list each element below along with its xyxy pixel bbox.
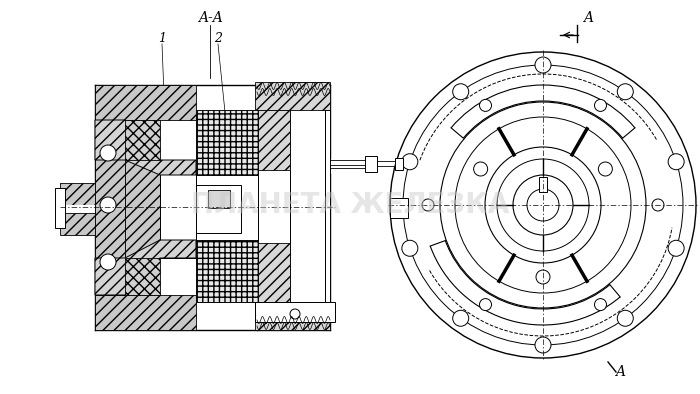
- Bar: [95, 295, 196, 330]
- Bar: [258, 243, 290, 302]
- Bar: [95, 120, 125, 295]
- Text: A: A: [615, 365, 625, 379]
- Bar: [125, 120, 160, 160]
- Circle shape: [535, 57, 551, 73]
- Text: A-A: A-A: [197, 11, 223, 25]
- Circle shape: [480, 299, 491, 310]
- Bar: [196, 175, 258, 240]
- Circle shape: [453, 310, 469, 326]
- Bar: [255, 82, 330, 110]
- Bar: [196, 185, 241, 233]
- Bar: [125, 160, 160, 258]
- Circle shape: [402, 154, 418, 170]
- Text: 2: 2: [214, 32, 222, 45]
- Bar: [196, 240, 258, 302]
- Circle shape: [390, 52, 696, 358]
- Circle shape: [594, 99, 606, 112]
- Bar: [60, 213, 95, 235]
- Text: A: A: [583, 11, 593, 25]
- Bar: [255, 302, 330, 330]
- Polygon shape: [95, 240, 196, 295]
- Bar: [325, 110, 330, 302]
- Circle shape: [536, 270, 550, 284]
- Circle shape: [668, 154, 684, 170]
- Circle shape: [617, 310, 634, 326]
- Circle shape: [485, 147, 601, 263]
- Circle shape: [290, 309, 300, 319]
- Bar: [160, 160, 196, 258]
- Bar: [196, 110, 258, 175]
- Circle shape: [100, 197, 116, 213]
- Circle shape: [594, 299, 606, 310]
- Circle shape: [403, 65, 683, 345]
- Circle shape: [422, 199, 434, 211]
- Circle shape: [513, 175, 573, 235]
- Bar: [125, 258, 160, 295]
- Circle shape: [497, 159, 589, 251]
- Circle shape: [474, 162, 488, 176]
- Bar: [55, 75, 370, 350]
- Bar: [55, 188, 65, 228]
- Circle shape: [652, 199, 664, 211]
- Bar: [196, 175, 258, 240]
- Bar: [290, 82, 325, 330]
- Circle shape: [668, 240, 684, 256]
- Circle shape: [100, 145, 116, 161]
- Bar: [390, 198, 408, 218]
- Bar: [365, 156, 377, 172]
- Bar: [258, 110, 290, 170]
- Circle shape: [440, 102, 646, 308]
- Bar: [539, 177, 547, 192]
- Polygon shape: [95, 120, 196, 175]
- Bar: [208, 190, 230, 208]
- Circle shape: [480, 99, 491, 112]
- Circle shape: [598, 162, 612, 176]
- Circle shape: [453, 84, 469, 100]
- Bar: [60, 183, 95, 205]
- Bar: [60, 205, 95, 213]
- Circle shape: [455, 117, 631, 293]
- Bar: [255, 302, 335, 322]
- Text: ПЛАНЕТА ЖЕЛЕЗКА: ПЛАНЕТА ЖЕЛЕЗКА: [191, 191, 509, 219]
- Bar: [95, 85, 196, 120]
- Bar: [395, 158, 403, 170]
- Circle shape: [617, 84, 634, 100]
- Circle shape: [402, 240, 418, 256]
- Circle shape: [535, 337, 551, 353]
- Text: 1: 1: [158, 32, 166, 45]
- Circle shape: [100, 254, 116, 270]
- Circle shape: [527, 189, 559, 221]
